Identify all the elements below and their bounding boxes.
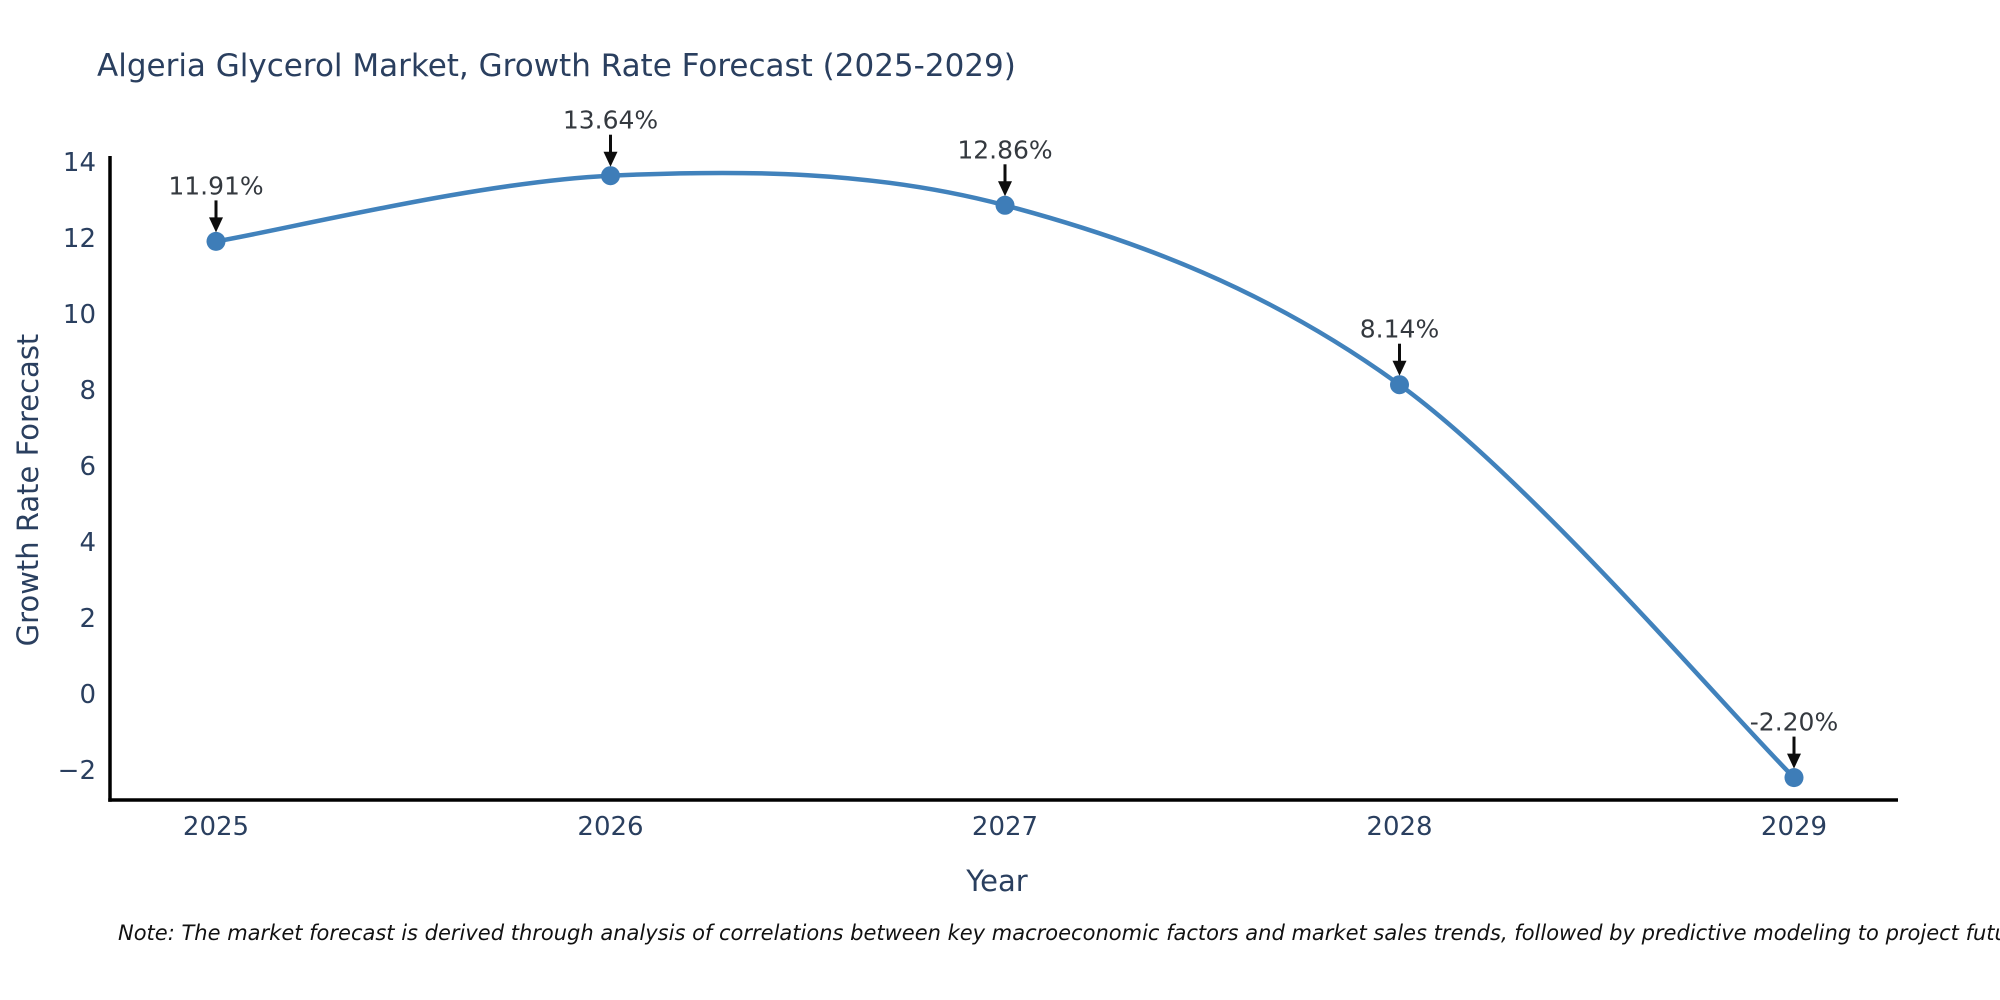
y-tick-labels: 14 12 10 8 6 4 2 0 −2 — [58, 148, 96, 786]
y-tick-label: 6 — [79, 452, 96, 482]
y-tick-label: 2 — [79, 604, 96, 634]
point-annotation: 11.91% — [168, 171, 264, 233]
point-value-label: 8.14% — [1360, 315, 1439, 344]
footnote: Note: The market forecast is derived thr… — [118, 921, 2000, 945]
annotation-arrow-head — [209, 217, 223, 233]
y-tick-label: 0 — [79, 680, 96, 710]
point-value-label: 12.86% — [957, 135, 1052, 164]
data-points — [206, 166, 1804, 788]
point-value-label: 11.91% — [168, 171, 263, 200]
x-tick-label: 2028 — [1366, 812, 1432, 842]
annotation-arrow-head — [1787, 753, 1801, 769]
data-point-marker — [601, 166, 620, 186]
annotation-arrow-head — [998, 181, 1012, 197]
y-tick-label: 14 — [63, 148, 96, 178]
data-point-marker — [1390, 375, 1409, 395]
point-annotation: 13.64% — [563, 106, 658, 167]
x-tick-label: 2027 — [972, 812, 1038, 842]
point-annotation: 12.86% — [957, 135, 1053, 197]
y-tick-label: 12 — [63, 224, 96, 254]
y-tick-label: 10 — [63, 300, 96, 330]
x-tick-label: 2025 — [183, 812, 249, 842]
x-axis-title: Year — [965, 864, 1027, 898]
data-point-marker — [995, 195, 1015, 215]
growth-rate-line — [213, 170, 1797, 780]
x-tick-labels: 2025 2026 2027 2028 2029 — [183, 812, 1827, 842]
point-value-label: 13.64% — [563, 106, 658, 135]
point-annotation: -2.20% — [1750, 708, 1838, 769]
y-tick-label: 8 — [79, 376, 96, 406]
annotation-arrow-head — [603, 151, 618, 167]
data-point-marker — [206, 231, 226, 251]
annotation-arrow-head — [1392, 360, 1407, 376]
x-tick-label: 2026 — [577, 812, 643, 842]
data-point-marker — [1784, 768, 1804, 788]
point-annotations: 11.91% 13.64% 12.86% 8.14% -2.20% — [168, 106, 1838, 769]
point-value-label: -2.20% — [1750, 708, 1838, 737]
x-tick-label: 2029 — [1761, 812, 1827, 842]
y-tick-label: −2 — [58, 756, 96, 786]
point-annotation: 8.14% — [1360, 315, 1439, 376]
chart-title: Algeria Glycerol Market, Growth Rate For… — [97, 48, 1016, 84]
y-tick-label: 4 — [79, 528, 96, 558]
y-axis-title: Growth Rate Forecast — [11, 334, 45, 647]
